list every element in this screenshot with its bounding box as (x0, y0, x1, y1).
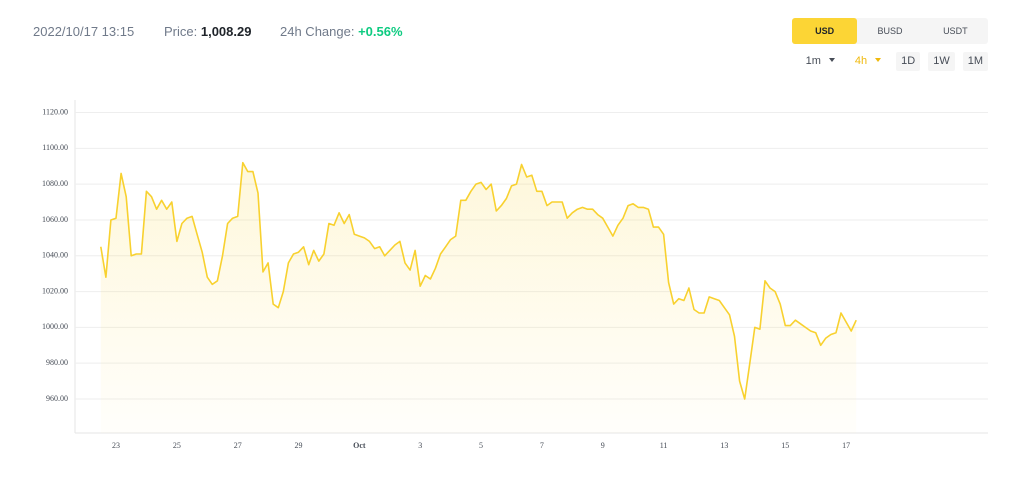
dropdown-arrow (875, 58, 882, 62)
interval-tab[interactable]: 1W (928, 52, 955, 71)
x-tick-label: 17 (842, 441, 850, 450)
x-tick-label: 25 (173, 441, 181, 450)
interval-tab[interactable]: 1M (962, 52, 988, 71)
x-tick-label: 15 (781, 441, 789, 450)
x-tick-label: 11 (660, 441, 668, 450)
x-tick-label: 13 (720, 441, 728, 450)
y-tick-label: 960.00 (46, 394, 68, 403)
y-tick-label: 1100.00 (42, 143, 68, 152)
interval-label: 1W (933, 55, 950, 67)
currency-tab[interactable]: BUSD (877, 26, 903, 36)
change-label: 24h Change: (280, 24, 355, 39)
x-tick-label: 9 (601, 441, 605, 450)
x-tick-label: 23 (112, 441, 120, 450)
dropdown-arrow (828, 58, 835, 62)
y-tick-label: 1020.00 (42, 286, 68, 295)
interval-tabs: 1m 4h 1D 1W 1M (801, 52, 988, 71)
y-tick-label: 1120.00 (42, 107, 68, 116)
area-fill (100, 162, 857, 433)
price: Price: 1,008.29 (164, 24, 251, 39)
interval-label: 1M (967, 55, 983, 67)
currency-tab[interactable]: USDT (943, 26, 968, 36)
change-value: +0.56% (358, 24, 403, 39)
datetime: 2022/10/17 13:15 (33, 24, 135, 39)
y-tick-label: 980.00 (46, 358, 68, 367)
x-tick-label: 7 (540, 441, 544, 450)
x-tick-label: 29 (295, 441, 303, 450)
currency-tab[interactable]: USD (792, 18, 858, 44)
change: 24h Change: +0.56% (280, 24, 403, 39)
x-tick-label: 3 (418, 441, 422, 450)
interval-label: 4h (854, 55, 868, 67)
currency-tabs: USD BUSD USDT (792, 18, 988, 44)
x-tick-label: Oct (353, 441, 366, 450)
price-label: Price: (164, 24, 198, 39)
y-tick-label: 1040.00 (42, 251, 68, 260)
x-tick-label: 5 (479, 441, 483, 450)
interval-tab[interactable]: 1D (896, 52, 921, 71)
interval-tab[interactable]: 4h (850, 52, 888, 71)
y-tick-label: 1060.00 (42, 215, 68, 224)
price-value: 1,008.29 (200, 24, 252, 39)
y-tick-label: 1000.00 (42, 322, 68, 331)
interval-label: 1D (901, 55, 916, 67)
interval-tab[interactable]: 1m (801, 52, 842, 71)
interval-label: 1m (805, 55, 821, 67)
y-tick-label: 1080.00 (42, 179, 68, 188)
x-tick-label: 27 (234, 441, 242, 450)
price-line (100, 161, 857, 400)
